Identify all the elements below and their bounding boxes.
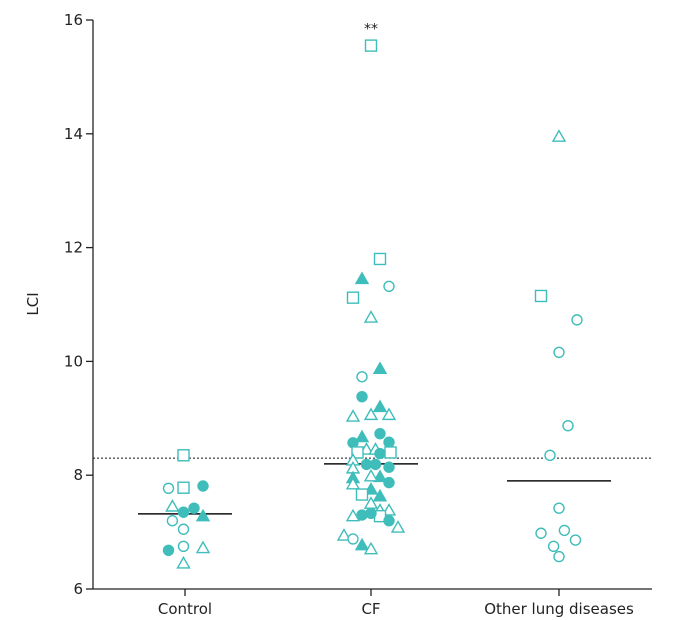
square-point: [384, 446, 397, 459]
triangle-point: [381, 407, 397, 421]
circle-point: [553, 550, 565, 563]
square-point: [346, 291, 360, 304]
square-point: [534, 289, 548, 303]
y-tick-label: 16: [64, 11, 83, 29]
data-points: [162, 39, 583, 569]
circle-point: [571, 314, 583, 326]
triangle-point: [372, 361, 388, 374]
circle-point: [177, 506, 190, 518]
triangle-point: [390, 520, 406, 533]
triangle-point: [195, 508, 211, 522]
triangle-point: [176, 555, 191, 569]
circle-point: [166, 515, 179, 527]
circle-point: [347, 533, 359, 545]
x-tick-label: CF: [361, 600, 380, 618]
square-point: [373, 252, 387, 266]
y-tick-label: 10: [64, 352, 83, 370]
triangle-point: [336, 528, 352, 541]
circle-point: [553, 346, 565, 358]
y-tick-label: 14: [64, 125, 83, 143]
y-axis-title: LCI: [24, 292, 42, 315]
square-point: [351, 446, 364, 459]
circle-point: [188, 502, 200, 514]
triangle-point: [354, 271, 370, 285]
circle-point: [177, 540, 190, 553]
circle-point: [553, 502, 565, 514]
circle-point: [569, 534, 582, 546]
circle-point: [197, 480, 209, 492]
y-tick-label: 8: [73, 466, 83, 484]
triangle-point: [195, 540, 211, 554]
circle-point: [544, 449, 556, 461]
circle-point: [383, 515, 395, 527]
triangle-point: [363, 407, 379, 421]
circle-point: [562, 419, 574, 432]
x-tick-label: Other lung diseases: [484, 600, 634, 618]
circle-point: [356, 390, 368, 403]
circle-point: [535, 527, 547, 539]
triangle-point: [551, 129, 567, 142]
circle-point: [374, 427, 386, 440]
triangle-point: [363, 541, 379, 555]
axes: 6 8 10 12 14 16 Control CF Other lung diseases: [64, 11, 652, 618]
y-tick-label: 12: [64, 239, 83, 257]
circle-point: [162, 482, 175, 494]
triangle-point: [354, 429, 370, 443]
circle-point: [369, 458, 382, 471]
circle-point: [374, 447, 386, 460]
square-point: [364, 39, 378, 52]
triangle-point: [345, 508, 361, 522]
circle-point: [383, 476, 395, 489]
triangle-point: [372, 469, 388, 483]
circle-point: [547, 540, 560, 553]
square-point: [177, 481, 190, 494]
circle-point: [365, 507, 377, 520]
circle-point: [356, 371, 368, 383]
circle-point: [558, 524, 571, 537]
annotations: **: [364, 22, 378, 38]
circle-point: [383, 280, 395, 292]
triangle-point: [345, 476, 361, 490]
square-point: [355, 488, 369, 501]
circle-point: [383, 436, 395, 448]
triangle-point: [372, 399, 388, 413]
triangle-point: [354, 537, 370, 551]
significance-annotation: **: [364, 22, 378, 38]
square-point: [177, 449, 190, 462]
triangle-point: [363, 468, 379, 482]
circle-point: [383, 461, 395, 473]
circle-point: [177, 523, 190, 535]
triangle-point: [372, 488, 388, 502]
x-tick-label: Control: [158, 600, 212, 618]
triangle-point: [345, 409, 361, 422]
y-tick-label: 6: [73, 580, 83, 598]
triangle-point: [363, 310, 379, 323]
triangle-point: [165, 499, 180, 512]
circle-point: [162, 544, 175, 557]
